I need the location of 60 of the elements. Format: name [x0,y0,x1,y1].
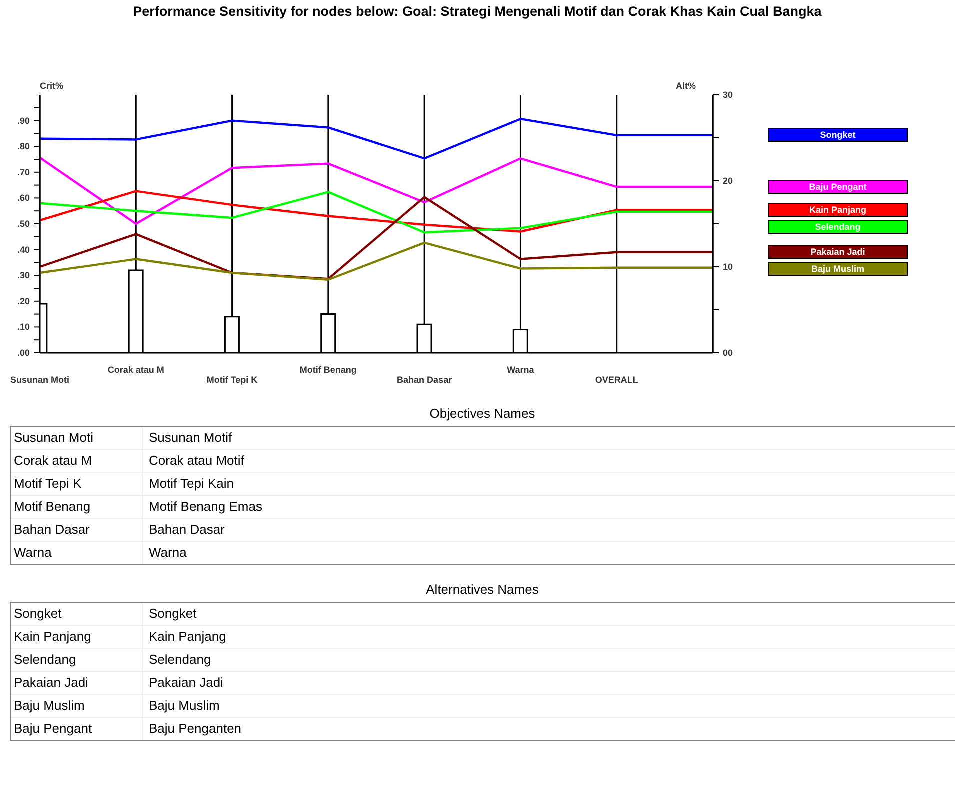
y-tick-label: .70 [17,167,30,178]
text: Objectives Names [428,405,536,423]
y-axis-title: Crit% [40,81,64,91]
text: Motif Benang Emas [148,498,262,516]
y-tick-label: .20 [17,296,30,306]
line-series [40,156,713,226]
text: Baju Muslim [768,262,908,276]
text: Songket [148,605,197,623]
category-label: Baju Muslim [11,695,143,717]
text: Warna [148,544,187,562]
x-tick-label: Warna [507,365,536,375]
line-series [40,118,713,160]
text: Selendang [768,220,908,234]
text: Kain Panjang [768,203,908,218]
y-tick-label: .80 [17,142,30,152]
y-tick-label: .60 [17,193,30,204]
x-tick-label: OVERALL [595,375,639,385]
category-label: Pakaian Jadi [11,672,143,694]
category-label: Baju Pengant [11,718,143,740]
category-label: Songket [11,603,143,625]
x-tick-label: Motif Tepi K [206,375,258,385]
category-label: Warna [11,542,143,564]
category-label: Motif Tepi K [11,473,143,495]
category-label: Kain Panjang [11,626,143,648]
text: Alternatives Names [425,581,540,599]
y-tick-label: .00 [17,348,30,358]
text: Bahan Dasar [148,521,225,539]
y2-axis-title: Alt% [676,81,696,91]
x-tick-label: Corak atau M [108,365,164,375]
category-label: Corak atau M [11,450,143,472]
y2-tick-label: 30 [723,90,734,100]
y-tick-label: .10 [17,322,30,332]
text: Corak atau Motif [148,452,244,470]
y-tick-label: .50 [17,219,30,229]
text: Baju Muslim [148,697,220,715]
text: Pakaian Jadi [148,674,224,692]
y2-tick-label: 10 [723,262,734,272]
text: Baju Penganten [148,720,242,738]
line-series [40,242,713,281]
text: Kain Panjang [148,628,226,646]
text: Baju Pengant [768,180,908,194]
category-label: Susunan Moti [11,427,143,449]
text: Songket [768,128,908,142]
category-label: Bahan Dasar [11,519,143,541]
y2-tick-label: 00 [723,348,734,358]
text: Susunan Motif [148,429,232,447]
line-series [40,196,713,280]
category-label: Motif Benang [11,496,143,518]
text: Pakaian Jadi [768,245,908,260]
y-tick-label: .90 [17,116,30,126]
x-tick-label: Susunan Moti [10,375,70,385]
text: Motif Tepi Kain [148,475,234,493]
x-tick-label: Bahan Dasar [397,375,453,385]
y-tick-label: .40 [17,244,30,255]
text: Selendang [148,651,212,669]
y2-tick-label: 20 [723,176,734,186]
x-tick-label: Motif Benang [300,365,357,375]
chart-title: Performance Sensitivity for nodes below: Goal: Strategi Mengenali Motif dan Corak Khas Kain Cual Bangka [132,4,823,20]
y-tick-label: .30 [17,270,30,281]
category-label: Selendang [11,649,143,671]
